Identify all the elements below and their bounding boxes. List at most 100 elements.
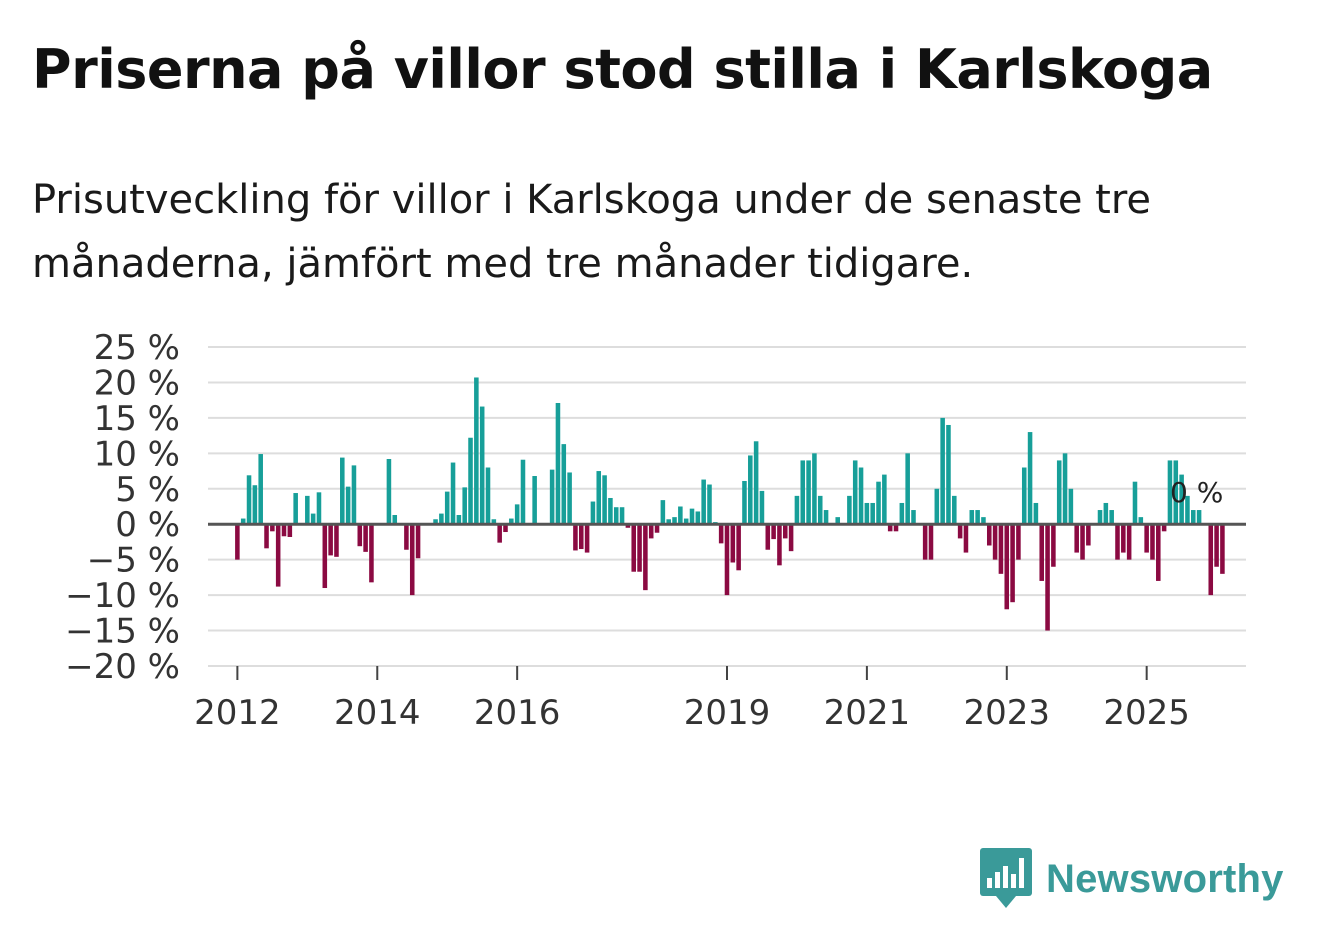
bar <box>602 475 607 525</box>
bar <box>986 524 992 546</box>
bar <box>275 524 281 587</box>
bar <box>590 501 596 525</box>
bar <box>981 517 986 525</box>
bar <box>240 518 246 525</box>
bar <box>753 441 759 525</box>
bar <box>1010 524 1015 603</box>
bar <box>532 476 537 525</box>
bar <box>1173 460 1179 525</box>
bar <box>246 475 252 525</box>
bar <box>1115 524 1120 560</box>
y-tick-label: −10 % <box>65 576 180 616</box>
bar <box>485 467 491 525</box>
bar <box>1126 524 1132 560</box>
bar <box>474 377 479 525</box>
bar <box>777 524 782 566</box>
bar <box>567 472 572 525</box>
bar <box>404 524 409 550</box>
bar <box>1004 524 1010 610</box>
bar <box>847 495 852 525</box>
bar <box>940 417 945 525</box>
bar <box>788 524 794 552</box>
bar <box>357 524 363 547</box>
bar <box>270 524 275 532</box>
bar <box>736 524 741 571</box>
bar <box>258 454 263 525</box>
bar <box>1179 474 1184 525</box>
grid-layer <box>208 346 1246 667</box>
newsworthy-logo[interactable]: Newsworthy <box>980 848 1284 910</box>
bar <box>1185 495 1190 525</box>
bar <box>678 506 683 525</box>
bar <box>561 444 567 525</box>
bar <box>963 524 969 553</box>
bar <box>771 524 776 540</box>
bar <box>287 524 293 537</box>
y-tick-label: 15 % <box>94 399 180 439</box>
bar <box>852 460 858 525</box>
bar <box>1103 502 1109 525</box>
bar <box>683 518 689 525</box>
bar <box>870 502 875 525</box>
x-tick-label: 2023 <box>964 693 1051 733</box>
bar <box>1220 524 1225 574</box>
x-tick-label: 2012 <box>194 693 281 733</box>
bar <box>887 524 893 532</box>
bar <box>1196 510 1202 525</box>
bar <box>386 459 392 525</box>
newsworthy-logo-text: Newsworthy <box>1046 856 1284 901</box>
bar <box>1027 432 1033 525</box>
bar <box>596 471 602 525</box>
newsworthy-logo-icon <box>980 848 1032 908</box>
axis-layer: 25 %20 %15 %10 %5 %0 %−5 %−10 %−15 %−20 … <box>65 328 1246 733</box>
bar <box>934 488 940 525</box>
bar <box>631 524 636 572</box>
bar <box>1056 460 1062 525</box>
bar <box>1191 510 1196 525</box>
bar <box>689 508 695 525</box>
bar <box>666 519 671 525</box>
bar <box>235 524 240 560</box>
bar <box>1150 524 1155 560</box>
bar <box>1074 524 1079 553</box>
bar <box>800 460 806 525</box>
bar <box>439 513 444 525</box>
page-subtitle: Prisutveckling för villor i Karlskoga un… <box>32 177 1152 287</box>
bar <box>952 495 957 525</box>
bar <box>922 524 928 560</box>
bar <box>584 524 590 553</box>
bar <box>1033 502 1039 525</box>
bar <box>281 524 287 537</box>
bar <box>1045 524 1050 631</box>
bar <box>1156 524 1161 581</box>
page-title: Priserna på villor stod stilla i Karlsko… <box>32 38 1213 101</box>
bar <box>1121 524 1126 553</box>
bar <box>998 524 1004 574</box>
bar <box>782 524 788 539</box>
bar <box>1016 524 1021 560</box>
bar <box>334 524 339 557</box>
bar <box>806 460 811 525</box>
bar <box>1167 460 1173 525</box>
bar <box>794 495 800 525</box>
bar <box>742 480 747 525</box>
bar <box>1109 510 1114 525</box>
bar <box>520 459 526 525</box>
bar <box>1097 510 1103 525</box>
bar <box>823 510 829 525</box>
bar <box>765 524 771 550</box>
bar <box>695 511 701 525</box>
y-tick-label: 5 % <box>115 470 180 510</box>
bar <box>1161 524 1167 532</box>
bar <box>812 453 817 525</box>
y-tick-label: 10 % <box>94 434 180 474</box>
bar-layer <box>235 377 1225 631</box>
bar <box>660 500 666 525</box>
y-tick-label: 20 % <box>94 363 180 403</box>
bar <box>497 524 502 543</box>
bar <box>305 495 310 525</box>
bar <box>876 481 881 525</box>
bar <box>1068 488 1074 525</box>
bar <box>608 497 613 525</box>
bar <box>264 524 269 549</box>
